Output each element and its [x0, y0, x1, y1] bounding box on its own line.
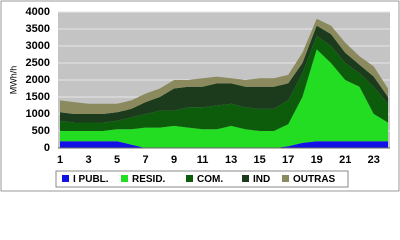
y-tick-label: 0	[44, 142, 50, 154]
y-tick-label: 500	[32, 125, 50, 137]
legend-swatch	[121, 175, 128, 182]
area	[60, 25, 388, 123]
x-tick-label: 23	[368, 154, 380, 166]
legend-label: RESID.	[132, 174, 166, 185]
y-tick-label: 2000	[26, 74, 50, 86]
y-tick-label: 1500	[26, 91, 50, 103]
legend-label: COM.	[197, 174, 223, 185]
x-tick-label: 9	[171, 154, 177, 166]
x-tick-label: 17	[282, 154, 294, 166]
legend-label: IND	[253, 174, 270, 185]
x-tick-label: 3	[85, 154, 91, 166]
area	[60, 49, 388, 148]
x-tick-label: 1	[57, 154, 63, 166]
area	[60, 18, 388, 114]
legend-label: OUTRAS	[293, 174, 336, 185]
legend-swatch	[62, 175, 69, 182]
x-tick-label: 11	[197, 154, 209, 166]
y-tick-label: 3500	[26, 23, 50, 35]
x-tick-label: 21	[339, 154, 351, 166]
x-tick-label: 7	[143, 154, 149, 166]
x-tick-label: 15	[254, 154, 266, 166]
x-tick-label: 19	[311, 154, 323, 166]
x-tick-label: 5	[114, 154, 120, 166]
legend-box	[55, 170, 349, 188]
legend-swatch	[242, 175, 249, 182]
legend-swatch	[186, 175, 193, 182]
y-tick-label: 1000	[26, 108, 50, 120]
y-tick-label: 2500	[26, 57, 50, 69]
area	[60, 141, 388, 148]
legend-label: I PUBL.	[73, 174, 109, 185]
legend-swatch	[282, 175, 289, 182]
y-tick-label: 4000	[26, 6, 50, 18]
y-axis-label: MWh/h	[8, 66, 18, 95]
area	[60, 35, 388, 131]
y-tick-label: 3000	[26, 40, 50, 52]
x-tick-label: 13	[225, 154, 237, 166]
